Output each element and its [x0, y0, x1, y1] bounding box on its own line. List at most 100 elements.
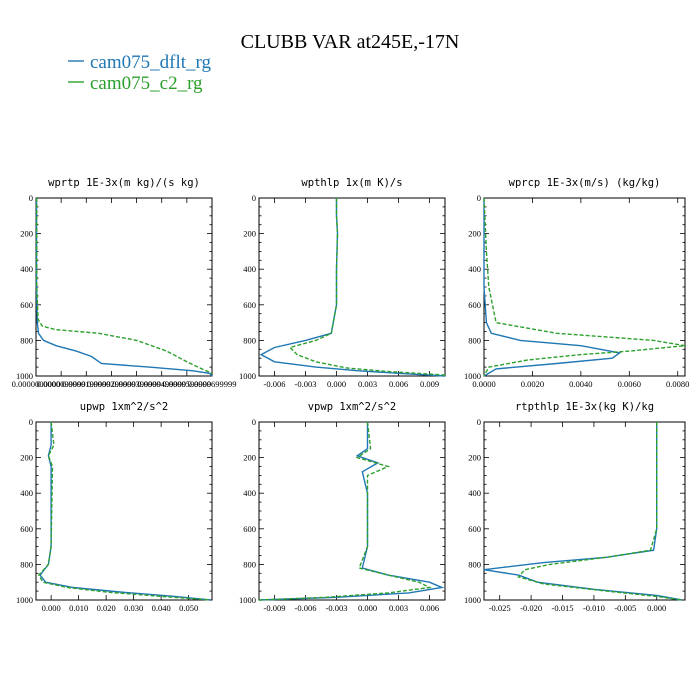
y-tick-label: 400 — [20, 488, 33, 498]
y-tick-label: 200 — [243, 229, 256, 239]
y-tick-label: 200 — [468, 229, 481, 239]
y-tick-label: 800 — [468, 335, 481, 345]
series-line-cam075_dflt_rg — [259, 198, 446, 377]
x-tick-label: 0.0000099999 — [37, 379, 86, 389]
panel-4: upwp 1xm^2/s^2 0 200 400 600 800 1000 0.000 0.01… — [16, 401, 213, 613]
panel-6: rtpthlp 1E-3x(kg K)/kg02004006008001000-… — [464, 401, 686, 613]
x-tick-label: 0.006 — [420, 603, 439, 613]
plot-frame — [258, 197, 446, 377]
legend: cam075_dflt_rg cam075_c2_rg — [68, 52, 212, 94]
y-tick-label: 800 — [243, 559, 256, 569]
x-tick-label: 0.0000399999 — [112, 379, 161, 389]
y-tick-label: 800 — [243, 335, 256, 345]
series-line-cam075_c2_rg — [288, 198, 446, 376]
y-tick-label: 0 — [29, 417, 33, 427]
series-line-cam075_c2_rg — [36, 198, 213, 374]
panels: wprtp 1E-3x(m kg)/(s kg) 0 200 400 600 800 100… — [12, 177, 690, 613]
y-tick-label: 800 — [468, 559, 481, 569]
x-tick-label: 0.0020 — [521, 379, 544, 389]
y-tick-label: 200 — [468, 453, 481, 463]
series-line-cam075_c2_rg — [37, 421, 211, 601]
panel-title: wpthlp 1x(m K)/s — [301, 177, 402, 189]
y-tick-label: 400 — [468, 264, 481, 274]
x-tick-label: -0.010 — [583, 603, 605, 613]
x-tick-label: 0.000 — [647, 603, 666, 613]
x-tick-label: -0.003 — [295, 379, 317, 389]
x-tick-label: 0.000 — [327, 379, 346, 389]
plot-frame — [483, 197, 686, 377]
x-tick-label: -0.006 — [295, 603, 317, 613]
y-tick-label: 600 — [243, 524, 256, 534]
panel-title: rtpthlp 1E-3x(kg K)/kg — [515, 401, 654, 413]
x-tick-label: 0.050 — [179, 603, 198, 613]
series-line-cam075_dflt_rg — [483, 198, 622, 377]
panel-title: upwp 1xm^2/s^2 — [80, 401, 169, 413]
y-tick-label: 800 — [20, 559, 33, 569]
series-line-cam075_dflt_rg — [483, 422, 683, 601]
panel-2: wpthlp 1x(m K)/s 0 200 400 600 800 1000 -0.006-… — [239, 177, 446, 389]
y-tick-label: 1000 — [16, 595, 33, 605]
x-tick-label: 0.0000499999 — [137, 379, 186, 389]
y-tick-label: 800 — [20, 335, 33, 345]
x-tick-label: 0.003 — [389, 603, 408, 613]
y-tick-label: 1000 — [16, 371, 33, 381]
plot-frame — [35, 197, 213, 377]
y-tick-label: 600 — [243, 300, 256, 310]
x-tick-label: -0.009 — [264, 603, 286, 613]
x-tick-label: 0.020 — [97, 603, 116, 613]
y-tick-label: 200 — [20, 229, 33, 239]
panel-title: vpwp 1xm^2/s^2 — [308, 401, 397, 413]
y-tick-label: 400 — [243, 264, 256, 274]
panel-1: wprtp 1E-3x(m kg)/(s kg) 0 200 400 600 800 100… — [12, 177, 237, 389]
x-tick-label: 0.0000699999 — [188, 379, 237, 389]
x-tick-label: -0.003 — [326, 603, 348, 613]
x-tick-label: -0.020 — [520, 603, 542, 613]
panel-title: wprtp 1E-3x(m kg)/(s kg) — [48, 177, 200, 189]
y-tick-label: 0 — [477, 417, 481, 427]
series-line-cam075_c2_rg — [258, 421, 432, 601]
y-tick-label: 600 — [468, 524, 481, 534]
legend-entry-c2: cam075_c2_rg — [90, 73, 203, 94]
x-tick-label: 0.0080 — [666, 379, 689, 389]
y-tick-label: 1000 — [239, 595, 256, 605]
y-tick-label: 200 — [20, 453, 33, 463]
y-tick-label: 0 — [29, 193, 33, 203]
x-tick-label: 0.0000 — [472, 379, 495, 389]
y-tick-label: 400 — [243, 488, 256, 498]
x-tick-label: -0.005 — [614, 603, 636, 613]
plot-frame — [258, 421, 446, 601]
x-tick-label: 0.009 — [420, 379, 439, 389]
y-tick-label: 0 — [252, 417, 256, 427]
plot-frame — [35, 421, 213, 601]
x-tick-label: 0.030 — [124, 603, 143, 613]
series-line-cam075_c2_rg — [483, 197, 686, 377]
y-tick-label: 600 — [20, 300, 33, 310]
y-tick-label: 600 — [20, 524, 33, 534]
x-tick-label: -0.015 — [552, 603, 574, 613]
x-tick-label: 0.010 — [69, 603, 88, 613]
series-line-cam075_dflt_rg — [39, 422, 211, 601]
y-tick-label: 400 — [20, 264, 33, 274]
panel-3: wprcp 1E-3x(m/s) (kg/kg) 0 200 400 600 800 100… — [464, 177, 689, 389]
x-tick-label: -0.025 — [489, 603, 511, 613]
x-tick-label: 0.0000199999 — [62, 379, 111, 389]
panel-5: vpwp 1xm^2/s^2 0 200 400 600 800 1000 -0.009 -0.… — [239, 401, 446, 613]
figure-title: CLUBB VAR at245E,-17N — [241, 31, 460, 53]
y-tick-label: 1000 — [464, 371, 481, 381]
x-tick-label: 0.000 — [42, 603, 61, 613]
x-tick-label: 0.006 — [389, 379, 408, 389]
panel-title: wprcp 1E-3x(m/s) (kg/kg) — [509, 177, 661, 189]
legend-entry-dflt: cam075_dflt_rg — [90, 52, 212, 73]
y-tick-label: 200 — [243, 453, 256, 463]
x-tick-label: 0.0000299999 — [87, 379, 136, 389]
series-line-cam075_dflt_rg — [35, 198, 213, 377]
x-tick-label: 0.040 — [152, 603, 171, 613]
plot-frame — [483, 421, 686, 601]
y-tick-label: 0 — [252, 193, 256, 203]
y-tick-label: 600 — [468, 300, 481, 310]
y-tick-label: 1000 — [239, 371, 256, 381]
series-line-cam075_c2_rg — [517, 422, 682, 601]
x-tick-label: 0.0000599999 — [162, 379, 211, 389]
series-line-cam075_dflt_rg — [258, 422, 445, 601]
